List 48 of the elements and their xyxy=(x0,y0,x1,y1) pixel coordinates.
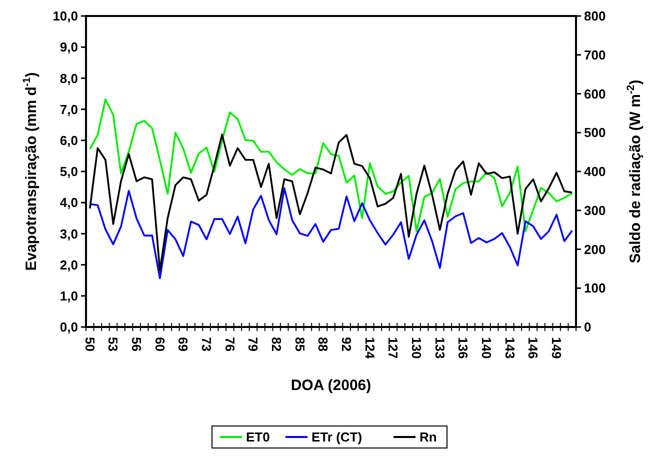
y2-tick-label: 0 xyxy=(584,320,592,335)
y2-tick-label: 600 xyxy=(584,86,606,102)
y-tick-label: 9,0 xyxy=(60,40,78,55)
x-tick-label: 146 xyxy=(526,337,541,359)
line-series xyxy=(88,134,574,272)
x-tick-label: 79 xyxy=(246,337,261,352)
y2-tick-label: 800 xyxy=(584,8,606,24)
legend-label: ETr (CT) xyxy=(312,430,362,445)
x-tick-label: 88 xyxy=(316,337,331,352)
x-tick-label: 143 xyxy=(502,337,518,359)
y-tick-label: 1,0 xyxy=(60,288,78,304)
line-series xyxy=(88,98,574,232)
y-tick-label: 0,0 xyxy=(60,320,78,335)
x-tick-label: 60 xyxy=(152,337,168,352)
line-series xyxy=(88,187,574,280)
x-tick-label: 124 xyxy=(362,337,378,360)
y-tick-label: 4,0 xyxy=(60,195,78,210)
x-tick-label: 69 xyxy=(176,337,191,352)
y2-tick-label: 400 xyxy=(584,164,606,180)
y2-tick-label: 500 xyxy=(584,125,606,140)
x-tick-label: 130 xyxy=(409,337,424,359)
y-tick-label: 3,0 xyxy=(60,226,78,242)
x-tick-label: 85 xyxy=(292,337,308,352)
y2-tick-label: 300 xyxy=(584,202,606,218)
x-tick-label: 76 xyxy=(222,337,238,352)
legend-label: ET0 xyxy=(246,430,270,445)
x-tick-label: 136 xyxy=(456,337,471,359)
x-tick-label: 50 xyxy=(82,337,98,352)
y-tick-label: 6,0 xyxy=(60,132,78,148)
y2-tick-label: 700 xyxy=(584,47,606,62)
y-tick-label: 10,0 xyxy=(52,8,78,24)
x-tick-label: 149 xyxy=(549,337,564,359)
x-tick-label: 56 xyxy=(129,337,144,352)
x-tick-label: 140 xyxy=(479,337,494,359)
x-tick-label: 133 xyxy=(432,337,448,359)
x-tick-label: 73 xyxy=(199,337,214,352)
legend-label: Rn xyxy=(420,430,437,445)
y2-tick-label: 200 xyxy=(584,242,606,257)
y-tick-label: 7,0 xyxy=(60,102,78,117)
x-tick-label: 53 xyxy=(106,337,121,352)
y-tick-label: 8,0 xyxy=(60,70,78,86)
x-axis-title: DOA (2006) xyxy=(290,377,372,394)
y2-tick-label: 100 xyxy=(584,280,606,296)
x-tick-label: 82 xyxy=(269,337,284,352)
y-tick-label: 2,0 xyxy=(60,257,78,272)
x-tick-label: 92 xyxy=(339,337,354,352)
y-tick-label: 5,0 xyxy=(60,164,78,180)
x-tick-label: 127 xyxy=(386,337,401,359)
